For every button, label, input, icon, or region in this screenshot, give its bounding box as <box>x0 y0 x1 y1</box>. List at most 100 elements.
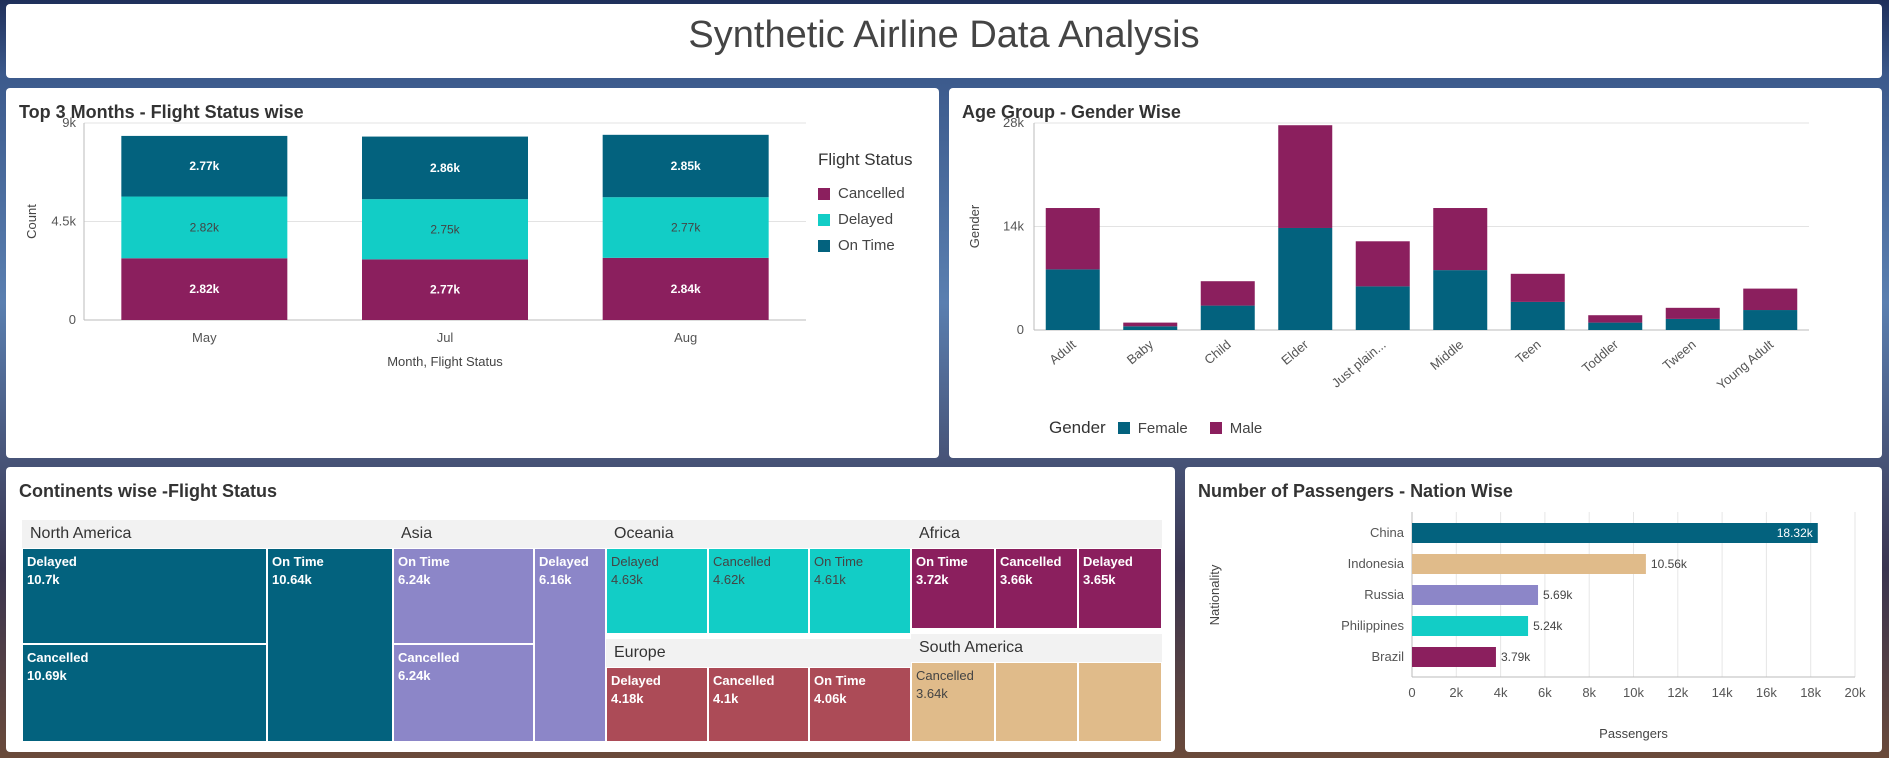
treemap-cell[interactable]: Delayed 4.18k <box>606 667 708 742</box>
bar-segment <box>1743 310 1798 330</box>
legend-item-cancelled[interactable]: Cancelled <box>818 185 905 202</box>
treemap-cell-label: Delayed <box>1083 554 1133 569</box>
months-chart-panel: Top 3 Months - Flight Status wise 0 4.5k 9… <box>6 88 939 458</box>
title-panel: Synthetic Airline Data Analysis <box>6 4 1882 78</box>
treemap-cell[interactable]: Cancelled 10.69k <box>22 644 267 742</box>
bar-segment <box>1588 322 1643 330</box>
y-tick-label: 0 <box>69 312 76 327</box>
nation-chart: 0 2k 4k 6k 8k 10k 12k 14k 16k 18k 20k Passengers Nat… <box>1207 512 1866 741</box>
x-tick-label: 16k <box>1756 685 1777 700</box>
data-label: 2.85k <box>671 159 701 173</box>
treemap-cell-label: Cancelled <box>916 668 974 683</box>
x-tick-label: Aug <box>674 330 697 345</box>
data-label: 2.82k <box>189 282 219 296</box>
x-tick-label: 14k <box>1712 685 1733 700</box>
data-label: 2.77k <box>189 159 219 173</box>
treemap-cell-label: Cancelled <box>398 650 460 665</box>
page-title: Synthetic Airline Data Analysis <box>688 14 1200 56</box>
treemap-cell-label: Cancelled <box>713 673 775 688</box>
bar-segment <box>1743 288 1798 311</box>
treemap-cell-value: 6.24k <box>398 572 431 587</box>
x-tick-label: 10k <box>1623 685 1644 700</box>
bar-segment <box>362 259 528 320</box>
treemap-cell[interactable]: On Time 6.24k <box>393 548 534 644</box>
bar-segment <box>1200 305 1255 330</box>
y-axis-label: Nationality <box>1207 564 1222 625</box>
y-axis-label: Count <box>24 204 39 239</box>
bar <box>1412 616 1529 636</box>
y-tick-label: Russia <box>1364 587 1405 602</box>
x-tick-label: Adult <box>1046 337 1079 368</box>
y-tick-label: 14k <box>1003 219 1024 234</box>
treemap-cell[interactable]: On Time 4.61k <box>809 548 911 634</box>
y-tick-label: Philippines <box>1341 618 1404 633</box>
treemap-cell[interactable]: On Time 10.64k <box>267 548 393 742</box>
bar-segment <box>121 135 288 197</box>
treemap-cell-label: On Time <box>814 673 866 688</box>
treemap-cell-value: 10.64k <box>272 572 312 587</box>
treemap-cell[interactable] <box>1078 662 1162 742</box>
treemap-cell[interactable]: Delayed 10.7k <box>22 548 267 644</box>
age-legend: Gender Female Male <box>1049 418 1262 438</box>
x-tick-label: Teen <box>1512 337 1543 367</box>
legend-swatch-cancelled <box>818 187 830 200</box>
age-chart-title: Age Group - Gender Wise <box>962 102 1181 122</box>
legend-item-delayed[interactable]: Delayed <box>818 211 893 228</box>
bar-segment <box>1123 326 1178 330</box>
treemap-cell-label: On Time <box>814 554 864 569</box>
x-tick-label: Elder <box>1278 336 1311 367</box>
treemap-cell[interactable]: Delayed 4.63k <box>606 548 708 634</box>
legend-label-cancelled: Cancelled <box>838 185 905 202</box>
data-label: 2.86k <box>430 161 460 175</box>
treemap-cell-value: 3.66k <box>1000 572 1033 587</box>
data-label: 2.75k <box>430 222 460 236</box>
treemap-cell[interactable]: On Time 4.06k <box>809 667 911 742</box>
bar-segment <box>1278 125 1333 228</box>
treemap-cell[interactable]: Cancelled 4.1k <box>708 667 809 742</box>
bar-segment <box>362 136 528 200</box>
x-tick-label: Just plain... <box>1329 337 1389 391</box>
x-tick-label: Jul <box>437 330 454 345</box>
legend-item-female[interactable]: Female <box>1117 419 1188 437</box>
legend-label-on-time: On Time <box>838 237 895 254</box>
bar-segment <box>1045 208 1100 270</box>
legend-item-male[interactable]: Male <box>1209 420 1262 437</box>
bar-segment <box>1355 286 1410 330</box>
treemap-cell[interactable]: Cancelled 6.24k <box>393 644 534 742</box>
bar-segment <box>1665 318 1720 330</box>
bar-segment <box>1588 315 1643 323</box>
treemap-group-africa: Africa <box>911 520 1162 548</box>
legend-swatch-delayed <box>818 213 830 226</box>
data-label: 10.56k <box>1651 557 1688 571</box>
continents-chart-title: Continents wise -Flight Status <box>19 481 278 501</box>
legend-label-delayed: Delayed <box>838 211 894 228</box>
bar <box>1412 523 1818 543</box>
x-axis-label: Passengers <box>1599 726 1668 741</box>
legend-label-female: Female <box>1137 419 1188 437</box>
x-tick-label: Baby <box>1124 336 1157 367</box>
bar <box>1412 554 1646 574</box>
treemap-cell[interactable]: Cancelled 4.62k <box>708 548 809 634</box>
treemap-cell-value: 4.06k <box>814 691 847 706</box>
y-tick-label: 28k <box>1003 115 1024 130</box>
treemap-cell[interactable]: Delayed 3.65k <box>1078 548 1162 629</box>
legend-item-on-time[interactable]: On Time <box>818 237 895 254</box>
age-chart: 0 14k 28k Gender Adult Baby Child Elder Just pla… <box>967 115 1809 393</box>
data-label: 2.84k <box>671 282 701 296</box>
x-tick-label: 18k <box>1800 685 1821 700</box>
treemap-cell[interactable]: On Time 3.72k <box>911 548 995 629</box>
y-tick-label: China <box>1370 525 1405 540</box>
x-tick-label: 20k <box>1845 685 1866 700</box>
treemap-cell-value: 3.64k <box>916 686 948 701</box>
treemap-cell[interactable]: Cancelled 3.64k <box>911 662 995 742</box>
data-label: 18.32k <box>1777 526 1814 540</box>
treemap-cell[interactable] <box>995 662 1078 742</box>
treemap-cell-label: On Time <box>272 554 324 569</box>
treemap-cell-label: On Time <box>398 554 450 569</box>
treemap-cell[interactable]: Delayed 6.16k <box>534 548 606 742</box>
data-label: 5.24k <box>1533 619 1563 633</box>
treemap-cell-value: 4.1k <box>713 691 739 706</box>
treemap-cell[interactable]: Cancelled 3.66k <box>995 548 1078 629</box>
data-label: 5.69k <box>1543 588 1573 602</box>
treemap-group-south-america: South America <box>911 634 1162 662</box>
